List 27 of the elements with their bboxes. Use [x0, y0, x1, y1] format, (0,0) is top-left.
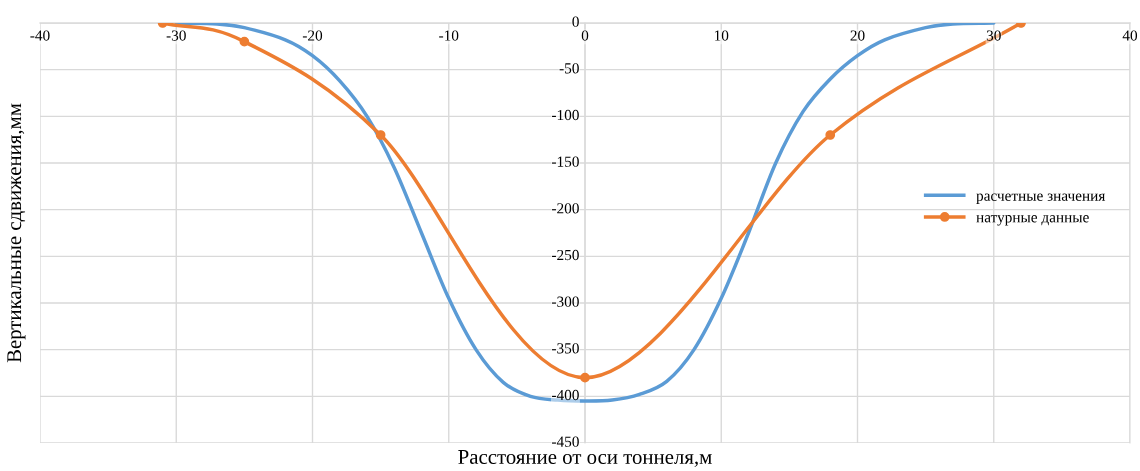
y-tick-label: -300 [552, 296, 579, 307]
x-tick-label: -40 [30, 30, 50, 41]
x-tick-label: 20 [850, 30, 865, 41]
point [239, 36, 250, 47]
y-tick-label: -250 [552, 249, 579, 261]
point [375, 130, 386, 140]
x-tick-label: 10 [714, 30, 729, 41]
x-tick-label: 0 [581, 30, 589, 41]
x-tick-label: 40 [1122, 30, 1138, 41]
y-tick-label: -100 [552, 109, 579, 121]
y-tick-label: -200 [552, 203, 579, 214]
x-tick-label: 30 [986, 30, 1001, 41]
x-axis-title: Расстояние от оси тоннеля,м [458, 450, 712, 467]
y-tick-label: -350 [552, 343, 579, 354]
x-tick-label: -10 [439, 30, 459, 41]
y-tick-label: -150 [552, 156, 579, 167]
y-axis-title: Вертикальные сдвижения,мм [7, 103, 26, 363]
point [580, 372, 590, 383]
x-tick-label: -20 [302, 30, 323, 41]
point [825, 130, 836, 140]
x-tick-label: -30 [166, 30, 186, 41]
y-tick-label: -50 [559, 63, 579, 74]
y-tick-label: 0 [572, 16, 579, 27]
legend-label: расчетные значения [976, 193, 1106, 204]
legend-label: натурные данные [976, 215, 1089, 226]
y-tick-label: -400 [552, 389, 579, 401]
y-tick-label: -450 [552, 436, 579, 447]
